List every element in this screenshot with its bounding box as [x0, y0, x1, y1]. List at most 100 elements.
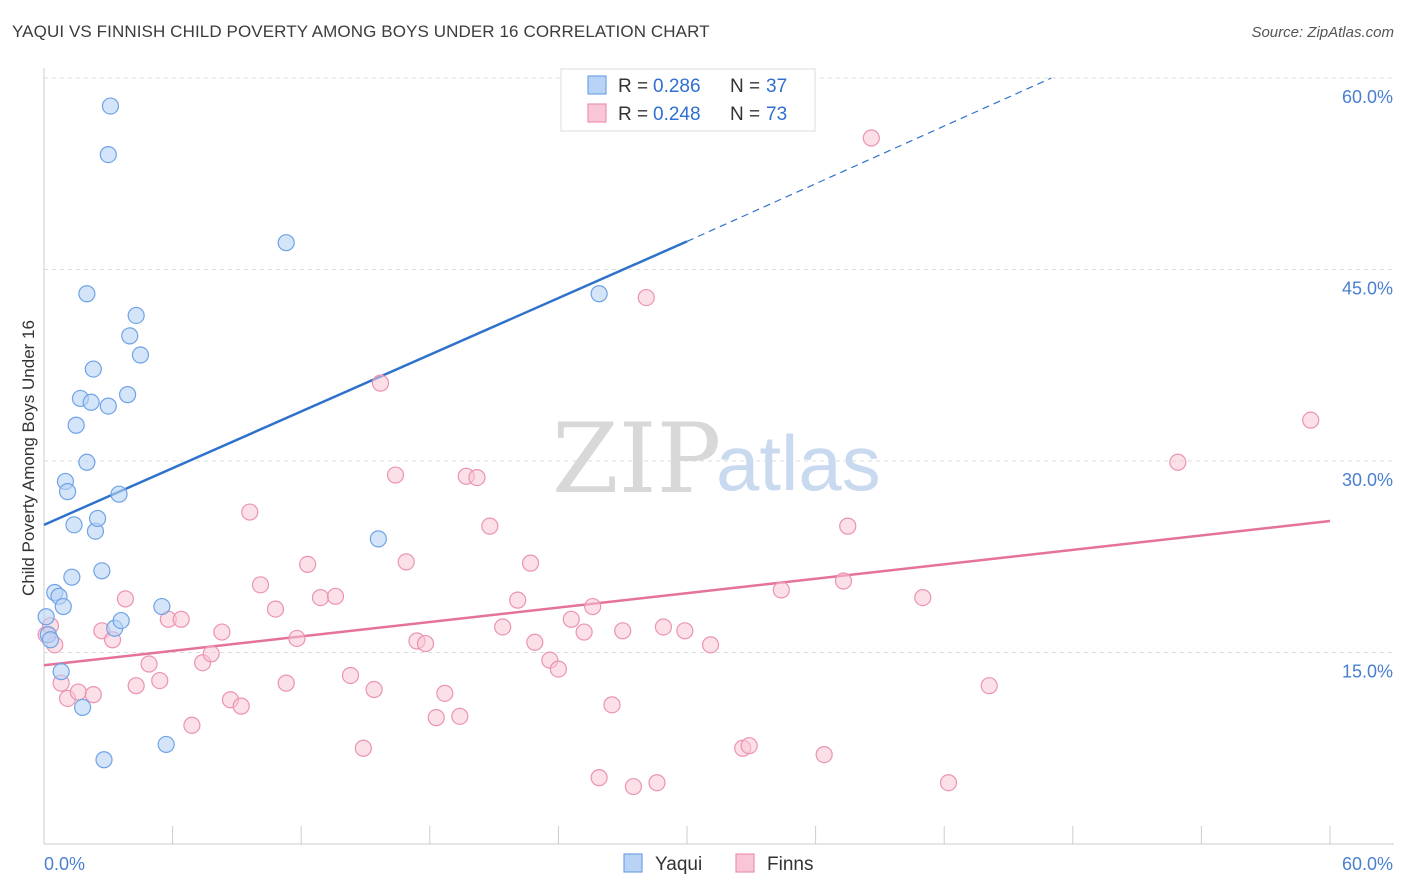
- yaqui-point: [52, 663, 70, 681]
- finns-point: [980, 677, 998, 695]
- finns-point: [151, 671, 169, 690]
- yaqui-point: [41, 631, 60, 649]
- finns-point: [526, 633, 544, 651]
- finns-point: [326, 587, 345, 605]
- x-tick-label: 0.0%: [44, 854, 85, 874]
- finns-point: [834, 572, 853, 590]
- finns-point: [481, 517, 499, 535]
- legend-n-label-yaqui: N =: [730, 76, 760, 97]
- yaqui-point: [118, 386, 137, 404]
- bottom-legend: Yaqui Finns: [623, 853, 813, 875]
- yaqui-point: [131, 346, 150, 364]
- finns-point: [202, 645, 220, 663]
- yaqui-trend-line: [43, 240, 688, 526]
- yaqui-point: [590, 285, 608, 303]
- finns-point: [341, 666, 360, 685]
- finns-point: [590, 769, 608, 787]
- finns-point: [416, 634, 435, 653]
- yaqui-trend-extension: [686, 77, 1052, 242]
- x-tick-label: 60.0%: [1342, 854, 1393, 874]
- grid: [44, 77, 1394, 653]
- yaqui-point: [84, 360, 102, 378]
- finns-point: [701, 636, 720, 654]
- finns-point: [654, 618, 673, 636]
- finns-point: [277, 674, 295, 692]
- yaqui-point: [99, 146, 117, 164]
- legend-r-value-finns: 0.248: [653, 104, 701, 125]
- yaqui-point: [78, 453, 96, 471]
- source-note: Source: ZipAtlas.com: [1251, 24, 1394, 41]
- finns-point: [386, 466, 405, 484]
- watermark: ZIP atlas: [552, 403, 881, 515]
- yaqui-point: [157, 735, 175, 754]
- finns-point: [427, 709, 445, 727]
- finns-point: [251, 576, 270, 594]
- y-axis-label: Child Poverty Among Boys Under 16: [19, 320, 38, 596]
- legend-n-value-finns: 73: [766, 104, 787, 125]
- legend-r-value-yaqui: 0.286: [653, 76, 701, 97]
- finns-point: [637, 288, 655, 307]
- bottom-legend-label-yaqui: Yaqui: [655, 854, 702, 875]
- finns-point: [624, 777, 643, 796]
- finns-point: [266, 600, 285, 618]
- y-tick-label: 45.0%: [1342, 279, 1393, 299]
- legend-n-label-finns: N =: [730, 104, 760, 125]
- legend-n-value-yaqui: 37: [766, 76, 787, 97]
- finns-point: [397, 553, 415, 571]
- finns-point: [288, 629, 306, 648]
- legend-swatch-finns: [587, 103, 607, 123]
- finns-point: [365, 680, 383, 699]
- yaqui-point: [67, 416, 85, 434]
- watermark-zip: ZIP: [552, 403, 721, 515]
- finns-point: [299, 555, 317, 574]
- data-points: [37, 97, 1320, 796]
- finns-point: [509, 591, 527, 609]
- bottom-legend-swatch-finns: [735, 853, 755, 873]
- yaqui-point: [93, 562, 111, 580]
- finns-point: [140, 655, 158, 673]
- finns-point: [914, 589, 932, 607]
- finns-point: [436, 684, 454, 702]
- chart-title: YAQUI VS FINNISH CHILD POVERTY AMONG BOY…: [12, 22, 710, 41]
- yaqui-point: [78, 285, 96, 303]
- legend-r-label-finns: R =: [618, 104, 648, 125]
- finns-point: [371, 374, 390, 392]
- finns-point: [521, 554, 540, 572]
- finns-point: [939, 774, 958, 792]
- finns-point: [614, 622, 632, 640]
- finns-point: [116, 590, 135, 608]
- finns-point: [839, 517, 857, 535]
- finns-point: [584, 597, 602, 616]
- axes: 15.0% 30.0% 45.0% 60.0% 0.0% 60.0%: [43, 68, 1394, 874]
- legend-swatch-yaqui: [587, 75, 607, 95]
- finns-point: [127, 677, 145, 695]
- yaqui-point: [99, 397, 117, 415]
- finns-point: [575, 623, 593, 641]
- y-tick-label: 30.0%: [1342, 470, 1393, 490]
- yaqui-point: [153, 597, 171, 616]
- finns-point: [311, 589, 330, 607]
- yaqui-point: [88, 509, 107, 528]
- trend-lines: [43, 77, 1331, 667]
- bottom-legend-swatch-yaqui: [623, 853, 643, 873]
- finns-point: [451, 707, 469, 725]
- yaqui-point: [112, 611, 130, 630]
- yaqui-point: [127, 306, 145, 325]
- finns-point: [862, 129, 880, 147]
- finns-trend-line: [43, 519, 1331, 667]
- yaqui-point: [37, 608, 55, 626]
- finns-point: [494, 618, 512, 636]
- finns-point: [815, 746, 833, 764]
- finns-point: [772, 581, 790, 599]
- finns-point: [241, 503, 259, 521]
- finns-point: [84, 686, 102, 704]
- yaqui-point: [110, 485, 128, 503]
- finns-point: [468, 468, 486, 487]
- finns-point: [232, 697, 250, 715]
- yaqui-point: [65, 516, 83, 534]
- finns-point: [172, 610, 190, 628]
- finns-point: [676, 622, 694, 640]
- yaqui-point: [369, 530, 387, 548]
- legend-r-label-yaqui: R =: [618, 76, 648, 97]
